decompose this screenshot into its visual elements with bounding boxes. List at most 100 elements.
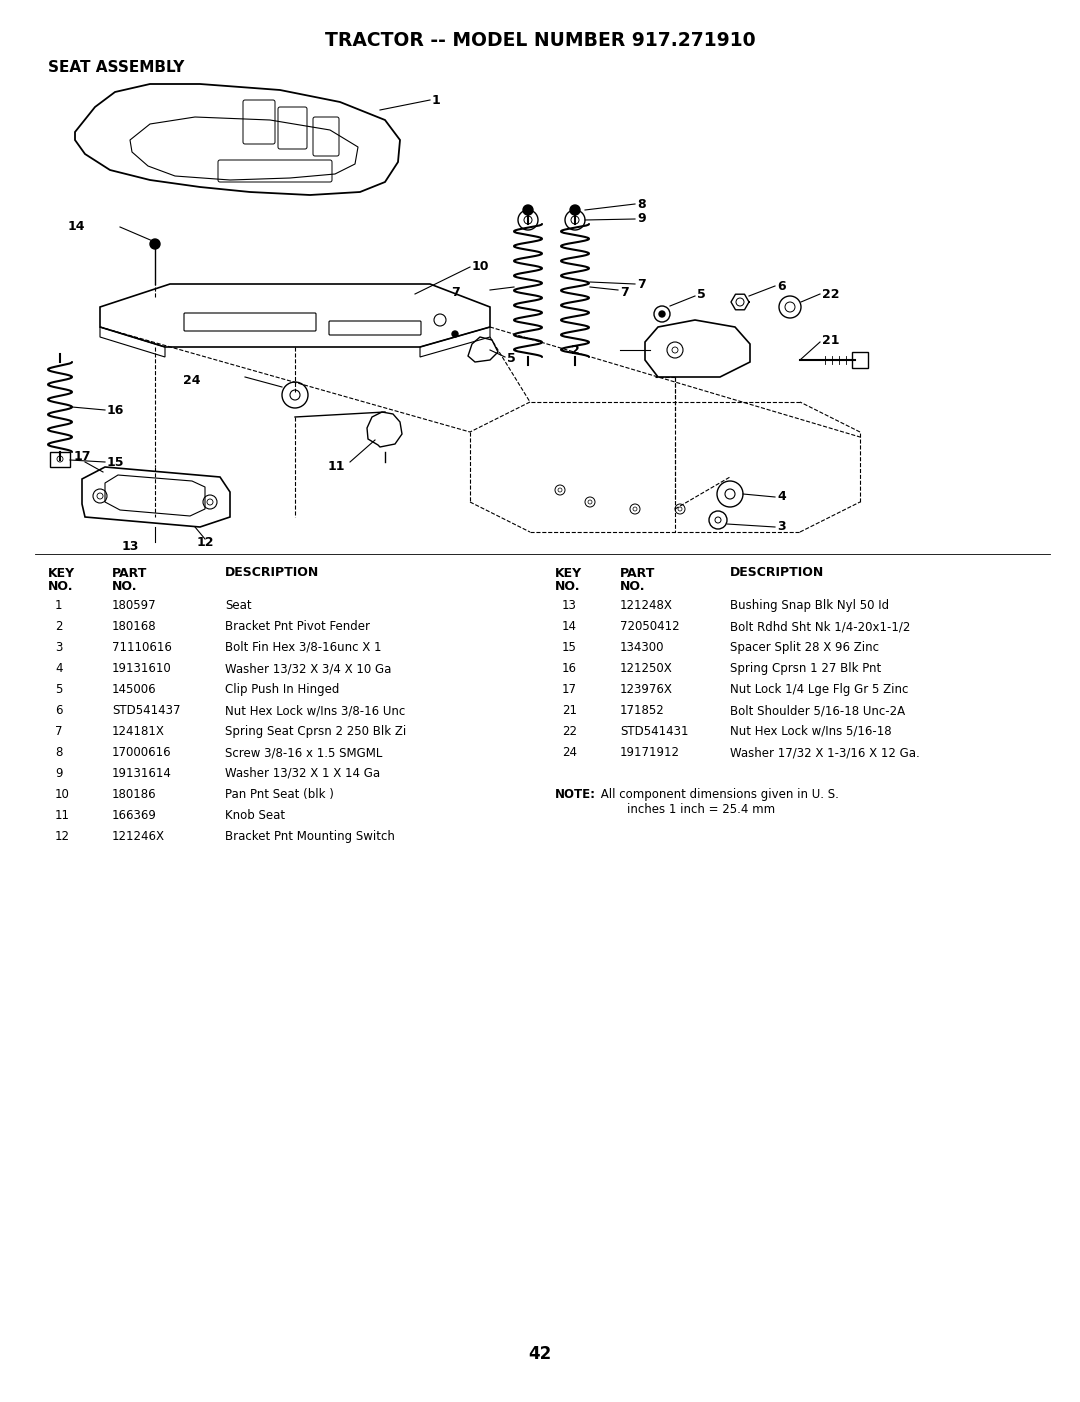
Circle shape (659, 311, 665, 317)
Text: Bolt Rdhd Sht Nk 1/4-20x1-1/2: Bolt Rdhd Sht Nk 1/4-20x1-1/2 (730, 620, 910, 632)
Text: STD541437: STD541437 (112, 704, 180, 716)
Text: 121250X: 121250X (620, 662, 673, 674)
Text: PART: PART (620, 566, 656, 580)
Text: 7: 7 (451, 286, 460, 299)
Text: 124181X: 124181X (112, 725, 165, 737)
Text: Nut Hex Lock w/Ins 3/8-16 Unc: Nut Hex Lock w/Ins 3/8-16 Unc (225, 704, 405, 716)
Text: 21: 21 (562, 704, 577, 716)
Text: Screw 3/8-16 x 1.5 SMGML: Screw 3/8-16 x 1.5 SMGML (225, 746, 382, 758)
Circle shape (150, 238, 160, 250)
Text: 8: 8 (637, 198, 646, 210)
Text: Bracket Pnt Pivot Fender: Bracket Pnt Pivot Fender (225, 620, 370, 632)
Text: 2: 2 (55, 620, 63, 632)
Circle shape (570, 205, 580, 215)
Text: 123976X: 123976X (620, 683, 673, 695)
Text: KEY: KEY (555, 566, 582, 580)
Text: Bracket Pnt Mounting Switch: Bracket Pnt Mounting Switch (225, 830, 395, 843)
Text: 24: 24 (183, 373, 200, 387)
Text: 17: 17 (562, 683, 577, 695)
Text: 180186: 180186 (112, 788, 157, 801)
Text: 6: 6 (55, 704, 63, 716)
Text: 5: 5 (507, 352, 516, 365)
Text: DESCRIPTION: DESCRIPTION (730, 566, 824, 579)
Text: 171852: 171852 (620, 704, 665, 716)
Text: Knob Seat: Knob Seat (225, 809, 285, 822)
Text: 13: 13 (562, 599, 577, 613)
Text: 3: 3 (55, 641, 63, 653)
Bar (50, 451, 70, 467)
Text: All component dimensions given in U. S.
        inches 1 inch = 25.4 mm: All component dimensions given in U. S. … (597, 788, 839, 816)
Text: TRACTOR -- MODEL NUMBER 917.271910: TRACTOR -- MODEL NUMBER 917.271910 (325, 31, 755, 49)
Text: Nut Lock 1/4 Lge Flg Gr 5 Zinc: Nut Lock 1/4 Lge Flg Gr 5 Zinc (730, 683, 908, 695)
Text: DESCRIPTION: DESCRIPTION (225, 566, 320, 579)
Text: SEAT ASSEMBLY: SEAT ASSEMBLY (48, 59, 185, 74)
Text: STD541431: STD541431 (620, 725, 689, 737)
Text: 121246X: 121246X (112, 830, 165, 843)
Text: 9: 9 (55, 767, 63, 780)
Text: Washer 13/32 X 1 X 14 Ga: Washer 13/32 X 1 X 14 Ga (225, 767, 380, 780)
Text: 17000616: 17000616 (112, 746, 172, 758)
Text: 121248X: 121248X (620, 599, 673, 613)
Text: KEY: KEY (48, 566, 76, 580)
Text: 7: 7 (55, 725, 63, 737)
Text: NO.: NO. (48, 580, 73, 593)
Text: Washer 13/32 X 3/4 X 10 Ga: Washer 13/32 X 3/4 X 10 Ga (225, 662, 391, 674)
Text: 71110616: 71110616 (112, 641, 172, 653)
Text: Bushing Snap Blk Nyl 50 Id: Bushing Snap Blk Nyl 50 Id (730, 599, 889, 613)
Text: 1: 1 (55, 599, 63, 613)
Text: 22: 22 (822, 287, 839, 300)
Text: 12: 12 (55, 830, 70, 843)
Text: 22: 22 (562, 725, 577, 737)
Text: 42: 42 (528, 1345, 552, 1363)
Text: Clip Push In Hinged: Clip Push In Hinged (225, 683, 339, 695)
Text: 166369: 166369 (112, 809, 157, 822)
Text: 14: 14 (67, 220, 85, 234)
Text: 11: 11 (327, 460, 345, 472)
Text: 8: 8 (55, 746, 63, 758)
Text: Seat: Seat (225, 599, 252, 613)
Text: Spring Seat Cprsn 2 250 Blk Zi: Spring Seat Cprsn 2 250 Blk Zi (225, 725, 406, 737)
Text: 4: 4 (777, 491, 786, 503)
Text: Washer 17/32 X 1-3/16 X 12 Ga.: Washer 17/32 X 1-3/16 X 12 Ga. (730, 746, 920, 758)
Text: 4: 4 (55, 662, 63, 674)
Text: 13: 13 (121, 540, 138, 552)
Text: 1: 1 (432, 94, 441, 107)
Text: 180168: 180168 (112, 620, 157, 632)
Text: NO.: NO. (112, 580, 137, 593)
Text: 9: 9 (637, 213, 646, 226)
Text: NOTE:: NOTE: (555, 788, 596, 801)
Circle shape (523, 205, 534, 215)
Text: PART: PART (112, 566, 147, 580)
Text: Nut Hex Lock w/Ins 5/16-18: Nut Hex Lock w/Ins 5/16-18 (730, 725, 892, 737)
Bar (852, 352, 868, 367)
Text: 180597: 180597 (112, 599, 157, 613)
Text: 14: 14 (562, 620, 577, 632)
Text: 16: 16 (562, 662, 577, 674)
Text: 7: 7 (637, 278, 646, 290)
Text: 5: 5 (55, 683, 63, 695)
Text: Spring Cprsn 1 27 Blk Pnt: Spring Cprsn 1 27 Blk Pnt (730, 662, 881, 674)
Text: 15: 15 (562, 641, 577, 653)
Text: 17: 17 (73, 450, 91, 464)
Text: 19131614: 19131614 (112, 767, 172, 780)
Text: 6: 6 (777, 279, 785, 293)
Text: 145006: 145006 (112, 683, 157, 695)
Text: NO.: NO. (620, 580, 646, 593)
Text: 24: 24 (562, 746, 577, 758)
Text: 3: 3 (777, 520, 785, 534)
Text: 16: 16 (107, 404, 124, 416)
Text: 19131610: 19131610 (112, 662, 172, 674)
Text: 11: 11 (55, 809, 70, 822)
Text: 21: 21 (822, 334, 839, 346)
Text: 10: 10 (472, 261, 489, 273)
Text: Bolt Shoulder 5/16-18 Unc-2A: Bolt Shoulder 5/16-18 Unc-2A (730, 704, 905, 716)
Text: 15: 15 (107, 456, 124, 468)
Text: 7: 7 (620, 286, 629, 299)
Text: 19171912: 19171912 (620, 746, 680, 758)
Text: 72050412: 72050412 (620, 620, 679, 632)
Text: Pan Pnt Seat (blk ): Pan Pnt Seat (blk ) (225, 788, 334, 801)
Text: 10: 10 (55, 788, 70, 801)
Text: Spacer Split 28 X 96 Zinc: Spacer Split 28 X 96 Zinc (730, 641, 879, 653)
Text: NO.: NO. (555, 580, 581, 593)
Text: 5: 5 (697, 289, 705, 301)
